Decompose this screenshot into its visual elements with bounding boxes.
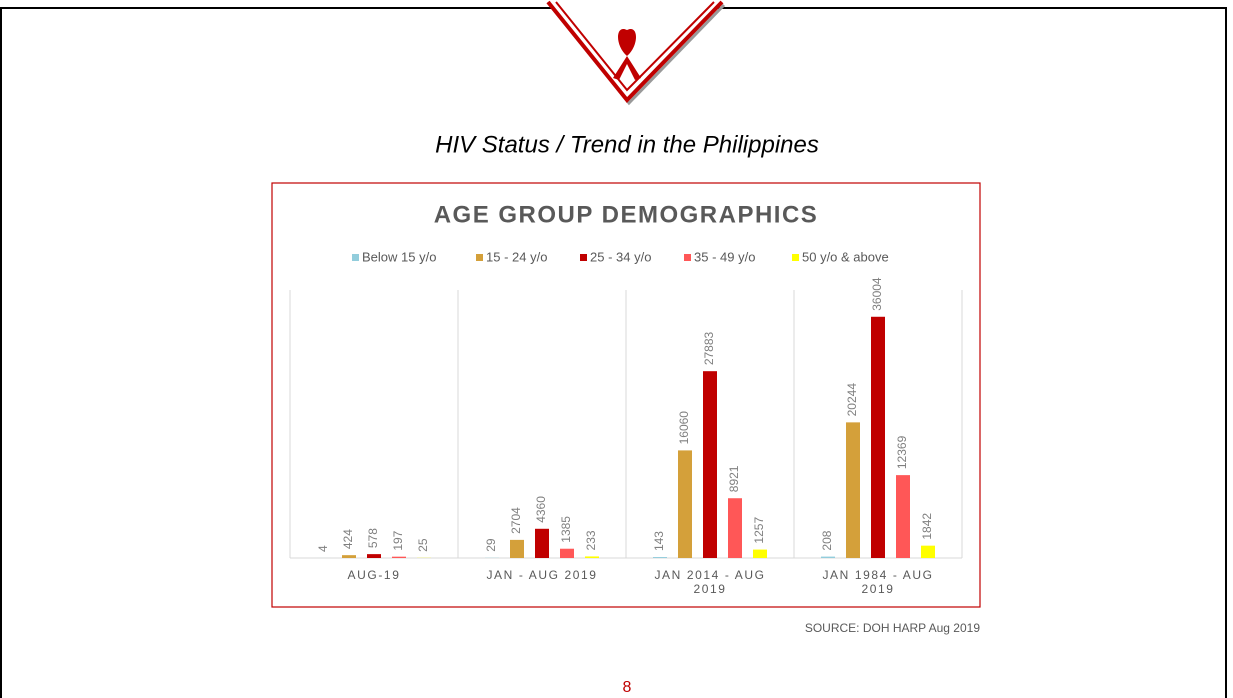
chart-title: AGE GROUP DEMOGRAPHICS [434, 201, 819, 228]
x-tick-label: JAN 2014 - AUG 2019 [654, 568, 766, 596]
bar [678, 450, 692, 558]
value-label: 12369 [895, 435, 909, 469]
bar [821, 556, 835, 558]
bar [871, 316, 885, 558]
value-label: 4360 [534, 496, 548, 523]
legend-swatch [684, 254, 691, 261]
page-number: 8 [623, 679, 632, 696]
value-label: 143 [652, 531, 666, 551]
slide-frame [0, 7, 1227, 698]
value-label: 16060 [677, 411, 691, 445]
value-label: 27883 [702, 331, 716, 365]
value-label: 208 [820, 530, 834, 550]
bar [896, 475, 910, 558]
legend-label: 15 - 24 y/o [486, 249, 547, 264]
legend-swatch [580, 254, 587, 261]
value-label: 1257 [752, 517, 766, 544]
slide-title: HIV Status / Trend in the Philippines [435, 131, 819, 158]
source: SOURCE: DOH HARP Aug 2019 [805, 621, 981, 635]
bar [510, 539, 524, 558]
legend-label: Below 15 y/o [362, 249, 436, 264]
bar [560, 548, 574, 558]
bar [653, 557, 667, 558]
x-tick-label: AUG-19 [347, 568, 401, 582]
value-label: 25 [416, 538, 430, 552]
bar [703, 371, 717, 558]
bar [846, 422, 860, 558]
red-ribbon [613, 28, 641, 80]
emblem-outer [546, 0, 724, 104]
bar [753, 549, 767, 558]
chart-frame [271, 182, 981, 608]
legend-swatch [476, 254, 483, 261]
legend-swatch [352, 254, 359, 261]
value-label: 20244 [845, 383, 859, 417]
bar [921, 545, 935, 558]
x-tick-label: JAN - AUG 2019 [486, 568, 598, 582]
legend-label: 50 y/o & above [802, 249, 889, 264]
legend-label: 35 - 49 y/o [694, 249, 755, 264]
bar [728, 498, 742, 558]
bar [342, 555, 356, 558]
value-label: 233 [584, 530, 598, 550]
value-label: 197 [391, 530, 405, 550]
bar [392, 556, 406, 558]
value-label: 424 [341, 529, 355, 549]
bar [585, 556, 599, 558]
value-label: 1385 [559, 516, 573, 543]
bar [367, 554, 381, 558]
x-tick-label: JAN 1984 - AUG 2019 [822, 568, 934, 596]
value-label: 8921 [727, 465, 741, 492]
bar [535, 528, 549, 558]
legend-label: 25 - 34 y/o [590, 249, 651, 264]
value-label: 29 [484, 538, 498, 552]
value-label: 4 [316, 545, 330, 552]
value-label: 2704 [509, 507, 523, 534]
value-label: 578 [366, 528, 380, 548]
value-label: 1842 [920, 513, 934, 540]
value-label: 36004 [870, 277, 884, 311]
legend-swatch [792, 254, 799, 261]
emblem-inner [555, 1, 715, 92]
